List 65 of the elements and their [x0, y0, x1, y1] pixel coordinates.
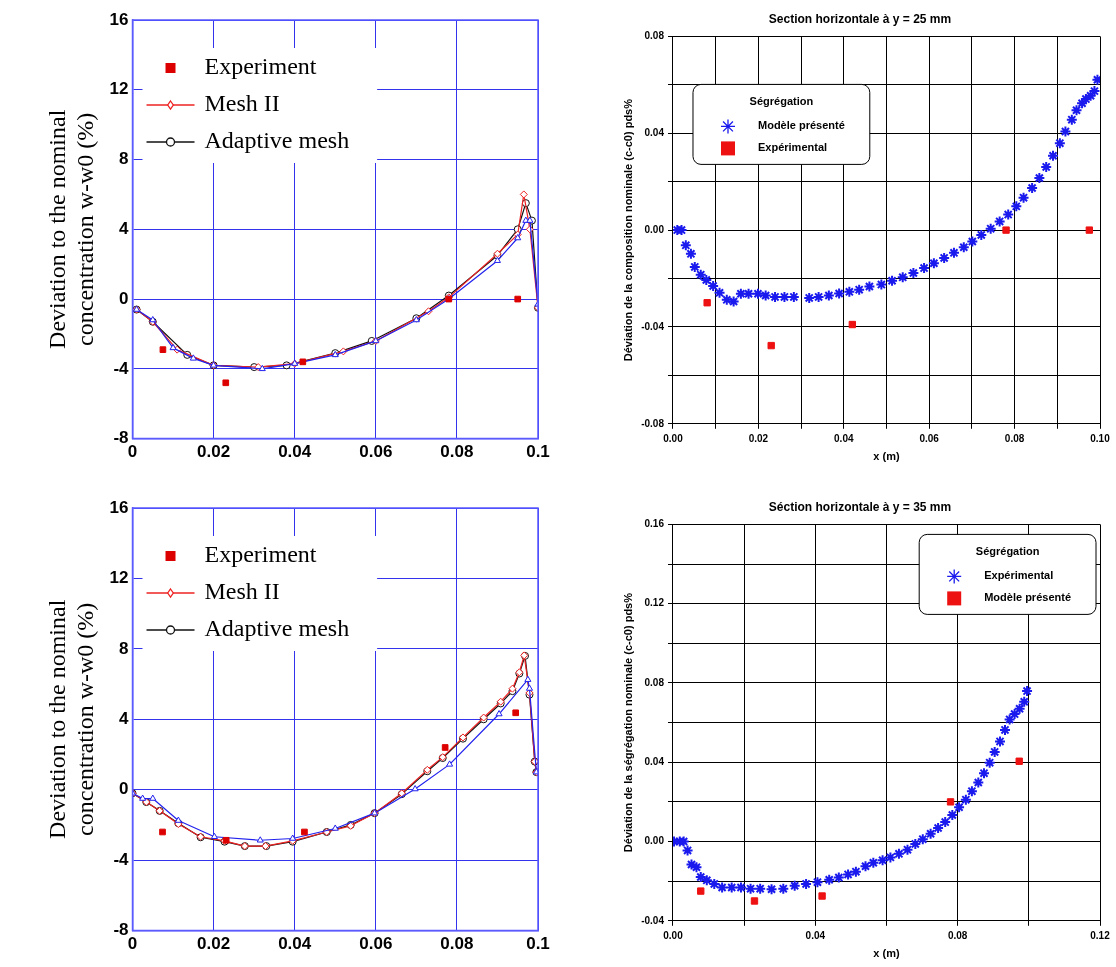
- y-axis-title: Déviation de la composition nominale (c-c0) pds%: [621, 98, 634, 362]
- y-tick-label: -8: [113, 428, 129, 448]
- y-tick-label: 0: [119, 288, 129, 308]
- x-tick-label: 0.10: [1090, 432, 1111, 444]
- y-tick-label: 0: [119, 779, 129, 799]
- y-tick-label: 0.04: [644, 127, 665, 138]
- y-tick-label: 0.16: [644, 518, 665, 530]
- x-tick-label: 0.1: [526, 934, 550, 954]
- x-tick-label: 0.04: [834, 432, 854, 444]
- legend-title: Ségrégation: [975, 545, 1040, 558]
- y-tick-label: -4: [113, 358, 130, 378]
- y-tick-label: 0.04: [644, 755, 665, 767]
- legend-label: Expérimental: [757, 141, 828, 154]
- y-tick-label: 0.00: [644, 835, 665, 847]
- y-tick-label: 12: [109, 568, 129, 588]
- y-tick-label: 0.12: [644, 597, 665, 609]
- x-tick-label: 0.08: [440, 442, 474, 462]
- y-tick-label: 4: [119, 708, 130, 728]
- y-tick-label: 0.08: [644, 30, 665, 42]
- x-tick-label: 0.06: [919, 432, 940, 444]
- legend-label: Mesh II: [204, 578, 280, 605]
- x-tick-label: 0.1: [526, 442, 550, 462]
- x-tick-label: 0.12: [1090, 929, 1111, 941]
- legend-label: Adaptive mesh: [204, 615, 350, 642]
- legend-title: Ségrégation: [749, 95, 814, 108]
- legend-label: Expérimental: [984, 569, 1054, 582]
- x-tick-label: 0.00: [663, 432, 684, 444]
- y-tick-label: 0.08: [644, 676, 665, 688]
- y-axis-title: Deviation to the nominal concentration w-w0 (%): [43, 599, 99, 839]
- y-tick-label: -4: [113, 849, 130, 869]
- y-axis-title: Déviation de la ségrégation nominale (c-c0) pds%: [621, 592, 634, 853]
- legend-label: Mesh II: [204, 90, 280, 117]
- x-tick-label: 0.02: [748, 432, 769, 444]
- y-tick-label: -0.08: [641, 417, 665, 429]
- y-tick-label: 4: [119, 218, 130, 238]
- x-tick-label: 0.06: [359, 442, 393, 462]
- x-tick-label: 0.04: [278, 934, 312, 954]
- y-tick-label: 16: [109, 9, 129, 29]
- y-axis-title: Deviation to the nominal concentration w-w0 (%): [43, 109, 99, 349]
- x-tick-label: 0.08: [1004, 432, 1025, 444]
- y-tick-label: -8: [113, 920, 129, 940]
- x-tick-label: 0.02: [197, 442, 231, 462]
- legend-label: Modèle présenté: [757, 119, 845, 132]
- x-tick-label: 0.04: [805, 929, 826, 941]
- x-tick-label: 0.02: [197, 934, 231, 954]
- y-tick-label: -0.04: [641, 914, 665, 926]
- x-tick-label: 0.08: [947, 929, 968, 941]
- chart-title: Séction horizontale à y = 35 mm: [768, 499, 952, 514]
- x-axis-title: x (m): [873, 947, 900, 960]
- legend-label: Experiment: [204, 541, 317, 568]
- legend-label: Experiment: [204, 53, 317, 80]
- legend-label: Modèle présenté: [984, 591, 1072, 604]
- x-tick-label: 0.08: [440, 934, 474, 954]
- y-tick-label: 8: [119, 149, 129, 169]
- x-axis-title: x (m): [873, 450, 900, 463]
- x-tick-label: 0.04: [278, 442, 312, 462]
- legend-label: Adaptive mesh: [204, 127, 350, 154]
- y-tick-label: 0.00: [644, 223, 665, 235]
- y-tick-label: 8: [119, 638, 129, 658]
- y-tick-label: 16: [109, 497, 129, 517]
- y-tick-label: 12: [109, 79, 129, 99]
- y-tick-label: -0.04: [641, 320, 665, 332]
- chart-title: Section horizontale à y = 25 mm: [768, 11, 952, 26]
- x-tick-label: 0.00: [663, 929, 684, 941]
- x-tick-label: 0.06: [359, 934, 393, 954]
